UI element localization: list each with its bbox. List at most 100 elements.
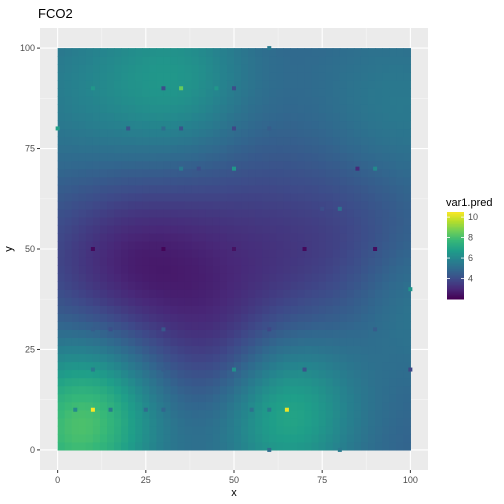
surface-cell (142, 240, 150, 250)
surface-cell (304, 96, 313, 105)
legend-color-step (447, 288, 464, 291)
surface-cell (219, 152, 228, 162)
surface-cell (368, 176, 376, 186)
surface-cell (269, 232, 277, 242)
legend-color-step (447, 265, 464, 268)
surface-cell (368, 144, 376, 154)
surface-cell (177, 56, 186, 65)
surface-cell (382, 48, 390, 57)
surface-cell (346, 353, 355, 363)
surface-cell (255, 48, 263, 57)
surface-cell (226, 72, 235, 81)
surface-cell (262, 257, 270, 266)
surface-cell (121, 208, 129, 218)
surface-cell (71, 144, 80, 154)
surface-cell (368, 257, 376, 266)
surface-cell (290, 321, 299, 330)
surface-cell (368, 232, 376, 242)
surface-cell (234, 48, 242, 57)
surface-cell (57, 305, 66, 314)
surface-cell (325, 72, 334, 81)
surface-cell (128, 224, 136, 234)
surface-cell (276, 136, 284, 146)
surface-cell (339, 112, 348, 122)
surface-cell (382, 337, 390, 347)
surface-cell (177, 377, 186, 387)
surface-cell (325, 297, 334, 306)
surface-cell (304, 249, 313, 258)
surface-cell (283, 144, 292, 154)
surface-cell (346, 393, 355, 403)
surface-cell (149, 136, 157, 146)
surface-cell (248, 385, 256, 395)
surface-cell (234, 361, 242, 371)
surface-cell (248, 56, 256, 65)
surface-cell (353, 337, 362, 347)
surface-cell (170, 305, 179, 314)
surface-cell (339, 249, 348, 258)
surface-cell (57, 80, 66, 89)
surface-cell (325, 345, 334, 355)
surface-cell (64, 353, 73, 363)
surface-cell (78, 441, 87, 451)
surface-cell (276, 64, 284, 73)
surface-cell (226, 313, 235, 322)
surface-cell (226, 192, 235, 202)
surface-cell (403, 184, 411, 194)
surface-cell (360, 136, 369, 146)
surface-cell (64, 136, 73, 146)
surface-cell (64, 345, 73, 355)
surface-cell (191, 425, 200, 435)
surface-cell (255, 369, 263, 379)
surface-cell (57, 385, 66, 395)
surface-cell (107, 425, 115, 435)
surface-cell (142, 361, 150, 371)
surface-cell (325, 96, 334, 105)
surface-cell (99, 377, 108, 387)
surface-cell (353, 425, 362, 435)
surface-cell (234, 257, 242, 266)
surface-cell (99, 361, 108, 371)
surface-cell (163, 305, 172, 314)
surface-cell (241, 48, 249, 57)
surface-cell (107, 265, 115, 274)
surface-cell (234, 152, 242, 162)
surface-cell (311, 441, 320, 451)
surface-cell (184, 200, 193, 210)
surface-cell (226, 144, 235, 154)
surface-cell (262, 273, 270, 282)
surface-cell (353, 144, 362, 154)
surface-cell (99, 88, 108, 97)
surface-cell (198, 192, 207, 202)
surface-cell (128, 104, 136, 113)
surface-cell (276, 409, 284, 419)
surface-cell (191, 273, 200, 282)
surface-cell (156, 184, 165, 194)
surface-cell (241, 273, 249, 282)
legend-color-step (447, 248, 464, 251)
surface-cell (269, 104, 277, 113)
surface-cell (360, 353, 369, 363)
surface-cell (149, 64, 157, 73)
surface-cell (297, 80, 306, 89)
surface-cell (283, 192, 292, 202)
surface-cell (375, 329, 383, 338)
surface-cell (107, 297, 115, 306)
surface-cell (184, 289, 193, 298)
surface-cell (156, 128, 165, 138)
surface-cell (219, 128, 228, 138)
surface-cell (283, 72, 292, 81)
surface-cell (163, 136, 172, 146)
surface-cell (332, 144, 341, 154)
legend-color-step (447, 223, 464, 226)
surface-cell (269, 48, 277, 57)
surface-cell (177, 433, 186, 443)
surface-cell (71, 433, 80, 443)
surface-cell (198, 369, 207, 379)
sample-point (373, 247, 378, 251)
surface-cell (57, 128, 66, 138)
surface-cell (325, 401, 334, 411)
surface-cell (156, 377, 165, 387)
surface-cell (163, 345, 172, 355)
surface-cell (339, 56, 348, 65)
